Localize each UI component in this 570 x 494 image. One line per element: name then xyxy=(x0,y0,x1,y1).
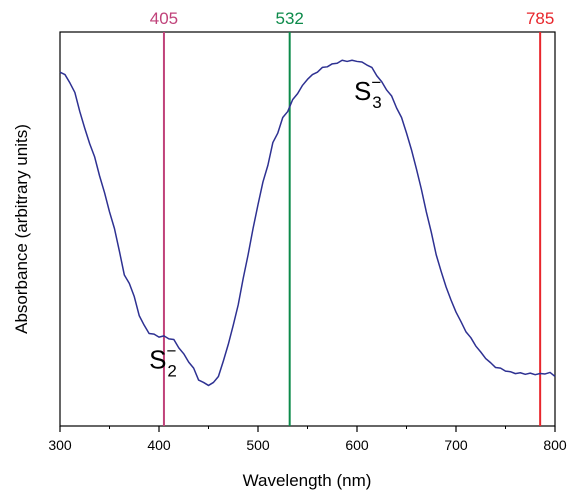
species-annotations: S− 2S− 3 xyxy=(149,73,382,381)
laser-label-405: 405 xyxy=(150,9,178,28)
species-charge: − xyxy=(371,73,381,92)
x-tick-label-700: 700 xyxy=(444,437,468,453)
species-subscript: 3 xyxy=(372,93,381,112)
series-layer xyxy=(59,59,556,387)
laser-label-785: 785 xyxy=(526,9,554,28)
species-label-s3: S− 3 xyxy=(354,73,382,112)
x-tick-label-300: 300 xyxy=(48,437,72,453)
x-axis-title: Wavelength (nm) xyxy=(243,471,372,490)
x-tick-label-600: 600 xyxy=(345,437,369,453)
species-subscript: 2 xyxy=(167,362,176,381)
x-tick-label-500: 500 xyxy=(246,437,270,453)
species-base: S xyxy=(354,76,371,106)
species-label-s2: S− 2 xyxy=(149,342,177,381)
species-charge: − xyxy=(166,342,176,361)
x-tick-label-400: 400 xyxy=(147,437,171,453)
laser-label-532: 532 xyxy=(275,9,303,28)
x-axis-ticks: 300 400 500 600 700 800 xyxy=(48,426,567,453)
species-base: S xyxy=(149,345,166,375)
absorbance-series-line xyxy=(59,59,556,387)
x-tick-label-800: 800 xyxy=(543,437,567,453)
plot-frame xyxy=(59,31,556,427)
laser-lines: 405 532 785 xyxy=(150,9,554,426)
y-axis-title: Absorbance (arbitrary units) xyxy=(12,124,31,334)
